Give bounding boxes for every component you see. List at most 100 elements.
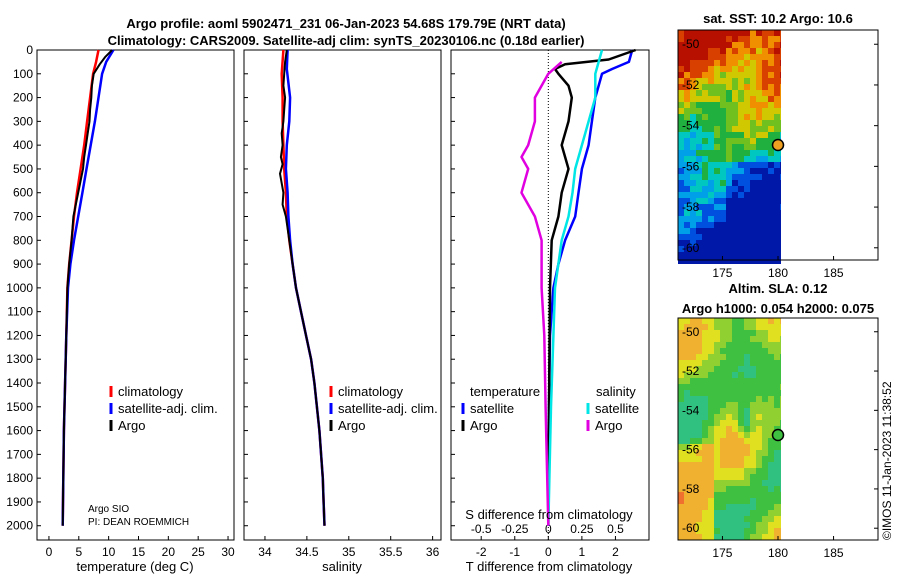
sla-cell (768, 522, 774, 528)
sst-cell (720, 84, 726, 90)
sla-cell (678, 444, 684, 450)
sla-cell (762, 420, 768, 426)
sla-cell (762, 432, 768, 438)
sla-cell (738, 396, 744, 402)
sst-cell (744, 78, 750, 84)
sst-cell (726, 204, 732, 210)
sst-cell (762, 60, 768, 66)
sla-cell (690, 396, 696, 402)
sla-cell (726, 438, 732, 444)
sla-cell (714, 444, 720, 450)
sla-cell (762, 342, 768, 348)
sst-cell (720, 222, 726, 228)
sst-cell (708, 66, 714, 72)
sst-cell (756, 150, 762, 156)
sla-cell (738, 468, 744, 474)
sla-cell (714, 504, 720, 510)
sst-cell (714, 126, 720, 132)
sla-cell (744, 426, 750, 432)
sla-cell (780, 528, 781, 534)
sla-cell (690, 522, 696, 528)
sla-cell (744, 516, 750, 522)
sst-cell (744, 210, 750, 216)
sst-cell (744, 36, 750, 42)
sla-cell (708, 354, 714, 360)
sla-cell (678, 480, 684, 486)
sla-cell (726, 510, 732, 516)
sla-cell (684, 342, 690, 348)
sst-cell (690, 186, 696, 192)
sst-cell (702, 66, 708, 72)
sla-cell (756, 450, 762, 456)
difference-plot: -2 -1 0 1 2 -0.5 -0.25 0 0.25 0.5 (451, 48, 637, 559)
sst-cell (714, 228, 720, 234)
sst-cell (714, 114, 720, 120)
sla-map (678, 318, 781, 540)
sla-cell (762, 468, 768, 474)
sla-cell (720, 348, 726, 354)
sla-cell (690, 336, 696, 342)
sst-cell (768, 246, 774, 252)
sla-cell (768, 384, 774, 390)
sla-cell (780, 342, 781, 348)
sla-cell (732, 534, 738, 540)
series-line-satellite-adj-clim- (284, 49, 326, 526)
y-tick-label: 1000 (6, 281, 33, 295)
sst-cell (774, 174, 780, 180)
sla-cell (714, 450, 720, 456)
sla-cell (714, 330, 720, 336)
sst-cell (750, 126, 756, 132)
sst-cell (774, 84, 780, 90)
sst-cell (690, 198, 696, 204)
sla-cell (732, 342, 738, 348)
sla-cell (744, 366, 750, 372)
sla-cell (714, 390, 720, 396)
sst-cell (702, 54, 708, 60)
sla-cell (726, 426, 732, 432)
sla-cell (690, 498, 696, 504)
sla-cell (708, 498, 714, 504)
sla-cell (762, 324, 768, 330)
series-line-argo (61, 49, 113, 526)
sla-cell (702, 510, 708, 516)
sst-cell (714, 132, 720, 138)
legend-salinity-title: salinity (596, 384, 636, 399)
sst-cell (720, 210, 726, 216)
sst-cell (780, 78, 781, 84)
sst-cell (738, 138, 744, 144)
sla-cell (684, 330, 690, 336)
sst-cell (720, 120, 726, 126)
sst-cell (678, 246, 684, 252)
sla-cell (732, 420, 738, 426)
x-tick-label: 20 (162, 545, 176, 559)
sst-cell (768, 72, 774, 78)
sla-cell (726, 468, 732, 474)
sla-cell (702, 342, 708, 348)
sla-cell (732, 390, 738, 396)
sst-cell (744, 198, 750, 204)
sst-cell (684, 132, 690, 138)
sst-cell (774, 156, 780, 162)
sla-map-title-2: Argo h1000: 0.054 h2000: 0.075 (682, 301, 874, 316)
sst-cell (708, 72, 714, 78)
sla-cell (780, 414, 781, 420)
sst-cell (678, 138, 684, 144)
credit-operator: Argo SIO (88, 504, 129, 515)
sst-cell (738, 36, 744, 42)
sla-cell (768, 360, 774, 366)
salinity-plot: 34 34.5 35 35.5 36 (244, 49, 440, 559)
sla-cell (708, 324, 714, 330)
sla-cell (732, 426, 738, 432)
sst-cell (750, 120, 756, 126)
sst-cell (714, 198, 720, 204)
salinity-legend: climatology satellite-adj. clim. Argo (329, 384, 438, 433)
sst-cell (780, 252, 781, 258)
sst-cell (726, 162, 732, 168)
sla-cell (744, 498, 750, 504)
sla-cell (684, 354, 690, 360)
sst-cell (762, 186, 768, 192)
sst-cell (762, 180, 768, 186)
sla-cell (690, 354, 696, 360)
temperature-axes (36, 49, 235, 541)
sst-cell (768, 180, 774, 186)
